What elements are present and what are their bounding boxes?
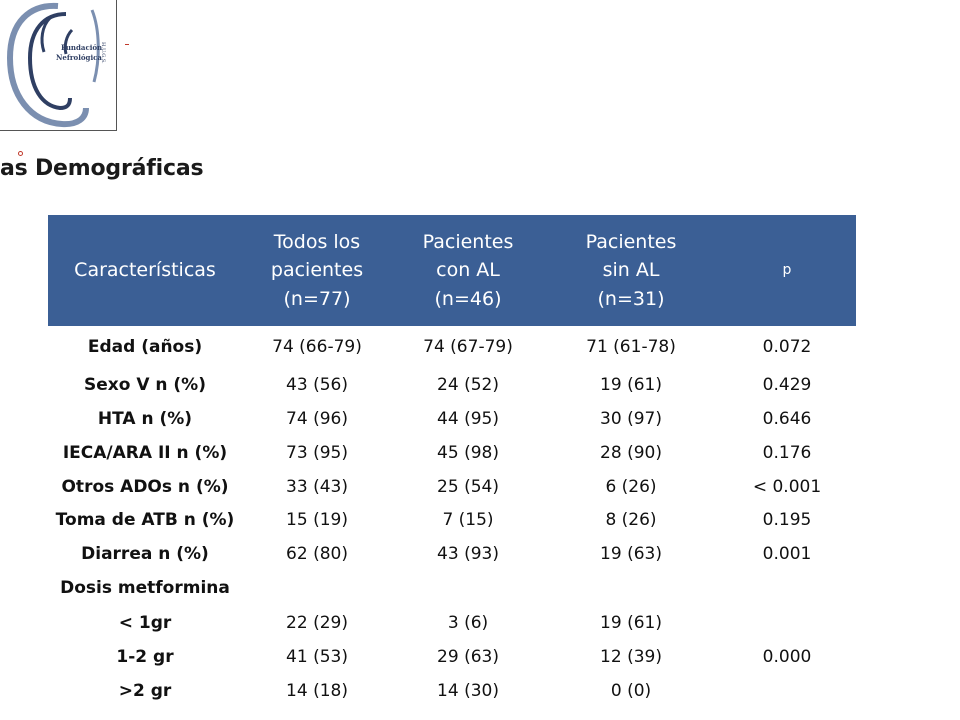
table-cell: 29 (63)	[437, 647, 499, 667]
row-label: Diarrea n (%)	[81, 544, 209, 564]
header-line: con AL	[436, 259, 500, 282]
table-cell: 0.429	[762, 375, 812, 395]
table-cell: 0.176	[762, 443, 812, 463]
table-header: Características Todos los pacientes (n=77) P…	[48, 215, 856, 326]
table-cell: 19 (63)	[600, 544, 662, 564]
header-line: (n=46)	[434, 287, 502, 310]
table-cell: 0.072	[762, 337, 812, 357]
table-cell: 12 (39)	[600, 647, 662, 667]
table-row: Edad (años) 74 (66-79) 74 (67-79) 71 (61-78…	[48, 330, 856, 364]
table-cell: 33 (43)	[286, 477, 348, 497]
table-cell: 62 (80)	[286, 544, 348, 564]
table-cell	[718, 606, 856, 640]
table-cell: 6 (26)	[605, 477, 657, 497]
table-cell: 14 (30)	[437, 681, 499, 701]
table-row: HTA n (%) 74 (96) 44 (95) 30 (97) 0.646	[48, 402, 856, 436]
fundacion-nefrologica-logo: Fundación Nefrológica H.U.G.S.	[0, 0, 117, 131]
table-cell: 24 (52)	[437, 375, 499, 395]
table-cell: 44 (95)	[437, 409, 499, 429]
table-row: Dosis metformina	[48, 571, 856, 605]
table-cell: 74 (67-79)	[423, 337, 513, 357]
header-sin-al: Pacientes sin AL (n=31)	[544, 215, 718, 326]
header-p: p	[718, 215, 856, 326]
table-cell	[242, 571, 392, 605]
table-cell	[544, 571, 718, 605]
table-cell: 0.000	[762, 647, 812, 667]
row-label: >2 gr	[118, 681, 172, 701]
logo-text-line2: Nefrológica	[56, 53, 102, 62]
table-cell: 3 (6)	[447, 613, 489, 633]
table-cell: 14 (18)	[286, 681, 348, 701]
table-cell: 0.646	[762, 409, 812, 429]
table-row: < 1gr 22 (29) 3 (6) 19 (61)	[48, 606, 856, 640]
page-title: as Demográficas	[0, 156, 204, 181]
table-cell: 41 (53)	[286, 647, 348, 667]
table-cell: 74 (96)	[286, 409, 348, 429]
table-cell: 0.001	[762, 544, 812, 564]
table-row: Toma de ATB n (%) 15 (19) 7 (15) 8 (26) 0.19…	[48, 503, 856, 537]
table-cell: 15 (19)	[286, 510, 348, 530]
row-label: HTA n (%)	[97, 409, 193, 429]
header-todos: Todos los pacientes (n=77)	[242, 215, 392, 326]
table-row: >2 gr 14 (18) 14 (30) 0 (0)	[48, 674, 856, 708]
header-line: (n=77)	[283, 287, 351, 310]
table-cell: 43 (93)	[437, 544, 499, 564]
red-mark	[125, 44, 129, 45]
table-cell	[718, 674, 856, 708]
header-line: Pacientes	[585, 230, 677, 253]
row-label: Toma de ATB n (%)	[55, 510, 235, 530]
header-line: (n=31)	[597, 287, 665, 310]
header-caracteristicas: Características	[48, 215, 242, 326]
table-row: 1-2 gr 41 (53) 29 (63) 12 (39) 0.000	[48, 640, 856, 674]
table-row: IECA/ARA II n (%) 73 (95) 45 (98) 28 (90) 0.…	[48, 436, 856, 470]
header-line: pacientes	[270, 259, 364, 282]
header-line: Pacientes	[422, 230, 514, 253]
row-label: IECA/ARA II n (%)	[62, 443, 228, 463]
table-cell: 0.195	[762, 510, 812, 530]
red-dot	[18, 151, 23, 156]
table-cell: 28 (90)	[600, 443, 662, 463]
table-cell: 0 (0)	[610, 681, 652, 701]
table-cell: 43 (56)	[286, 375, 348, 395]
table-cell: < 0.001	[752, 477, 822, 497]
header-line: Características	[74, 259, 216, 282]
table-cell: 22 (29)	[286, 613, 348, 633]
logo-text-line1: Fundación	[61, 43, 103, 52]
table-cell: 30 (97)	[600, 409, 662, 429]
row-label: Otros ADOs n (%)	[61, 477, 229, 497]
table-cell	[392, 571, 544, 605]
row-label: 1-2 gr	[116, 647, 174, 667]
table-cell	[718, 571, 856, 605]
table-row: Sexo V n (%) 43 (56) 24 (52) 19 (61) 0.429	[48, 368, 856, 402]
table-cell: 25 (54)	[437, 477, 499, 497]
row-label: Dosis metformina	[60, 578, 230, 598]
table-cell: 7 (15)	[442, 510, 494, 530]
header-line: p	[782, 262, 792, 278]
table-cell: 19 (61)	[600, 613, 662, 633]
header-line: Todos los	[273, 230, 361, 253]
kidney-logo-icon	[6, 2, 100, 128]
header-line: sin AL	[602, 259, 660, 282]
table-row: Otros ADOs n (%) 33 (43) 25 (54) 6 (26) < 0.…	[48, 470, 856, 504]
row-label: < 1gr	[118, 613, 172, 633]
table-cell: 73 (95)	[286, 443, 348, 463]
table-cell: 71 (61-78)	[586, 337, 676, 357]
table-cell: 19 (61)	[600, 375, 662, 395]
header-con-al: Pacientes con AL (n=46)	[392, 215, 544, 326]
table-cell: 8 (26)	[605, 510, 657, 530]
table-cell: 45 (98)	[437, 443, 499, 463]
row-label: Sexo V n (%)	[83, 375, 206, 395]
logo-vertical-text: H.U.G.S.	[100, 42, 106, 64]
row-label: Edad (años)	[87, 337, 203, 357]
table-row: Diarrea n (%) 62 (80) 43 (93) 19 (63) 0.001	[48, 537, 856, 571]
table-cell: 74 (66-79)	[272, 337, 362, 357]
